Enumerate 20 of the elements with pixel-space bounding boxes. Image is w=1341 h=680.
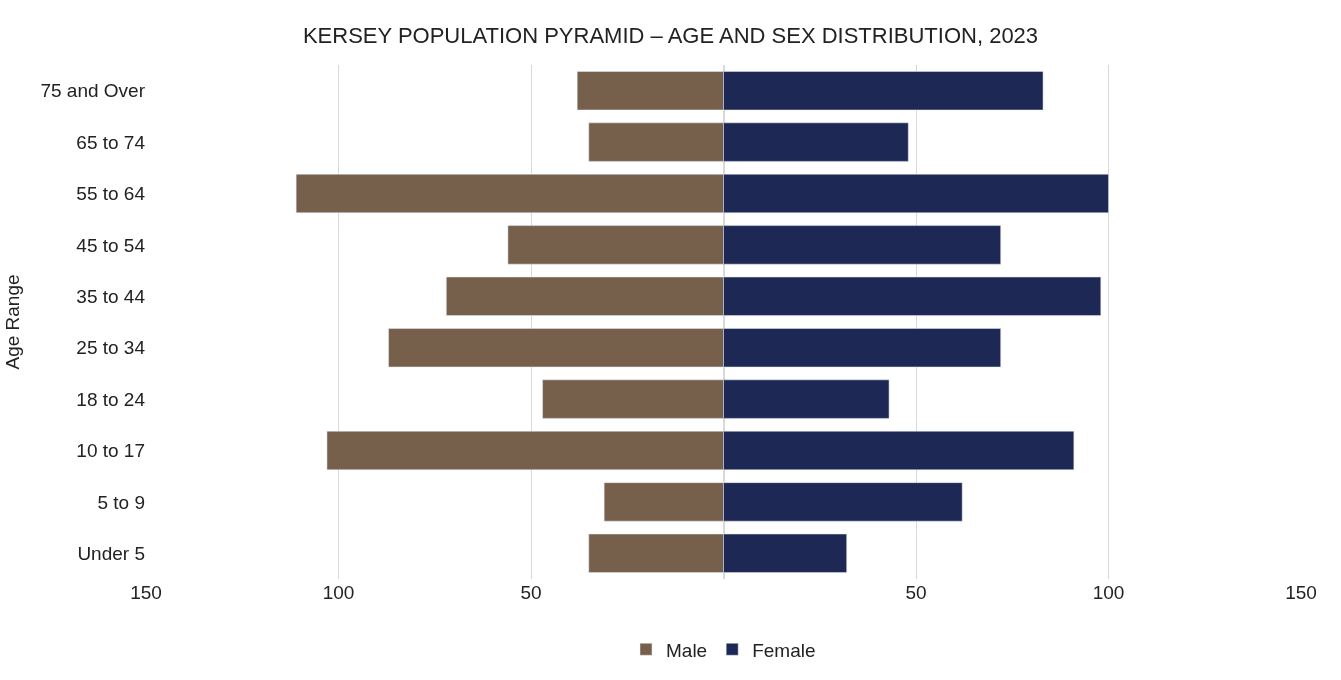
y-tick-label: 10 to 17 — [76, 440, 145, 462]
x-tick-label: 100 — [322, 582, 355, 603]
y-tick-label: 65 to 74 — [76, 131, 146, 153]
y-tick-label: 25 to 34 — [76, 337, 146, 359]
legend-label: Female — [752, 639, 816, 661]
y-tick-label: 18 to 24 — [76, 388, 146, 410]
y-axis-title: Age Range — [2, 274, 24, 370]
legend-label: Male — [666, 639, 708, 661]
x-tick-label: 100 — [1092, 582, 1125, 603]
x-tick-label: 50 — [905, 582, 927, 603]
y-tick-label: Under 5 — [77, 542, 145, 564]
chart-title: KERSEY POPULATION PYRAMID – AGE AND SEX DISTRIBUTION, 2023 — [302, 22, 1039, 48]
x-tick-label: 150 — [1285, 582, 1317, 603]
y-tick-label: 45 to 54 — [76, 234, 146, 256]
y-tick-label: 35 to 44 — [76, 285, 146, 307]
x-tick-label: 150 — [130, 582, 162, 603]
x-tick-label: 50 — [520, 582, 542, 603]
y-tick-label: 75 and Over — [40, 80, 146, 102]
y-tick-label: 5 to 9 — [97, 491, 145, 513]
y-tick-label: 55 to 64 — [76, 183, 146, 205]
